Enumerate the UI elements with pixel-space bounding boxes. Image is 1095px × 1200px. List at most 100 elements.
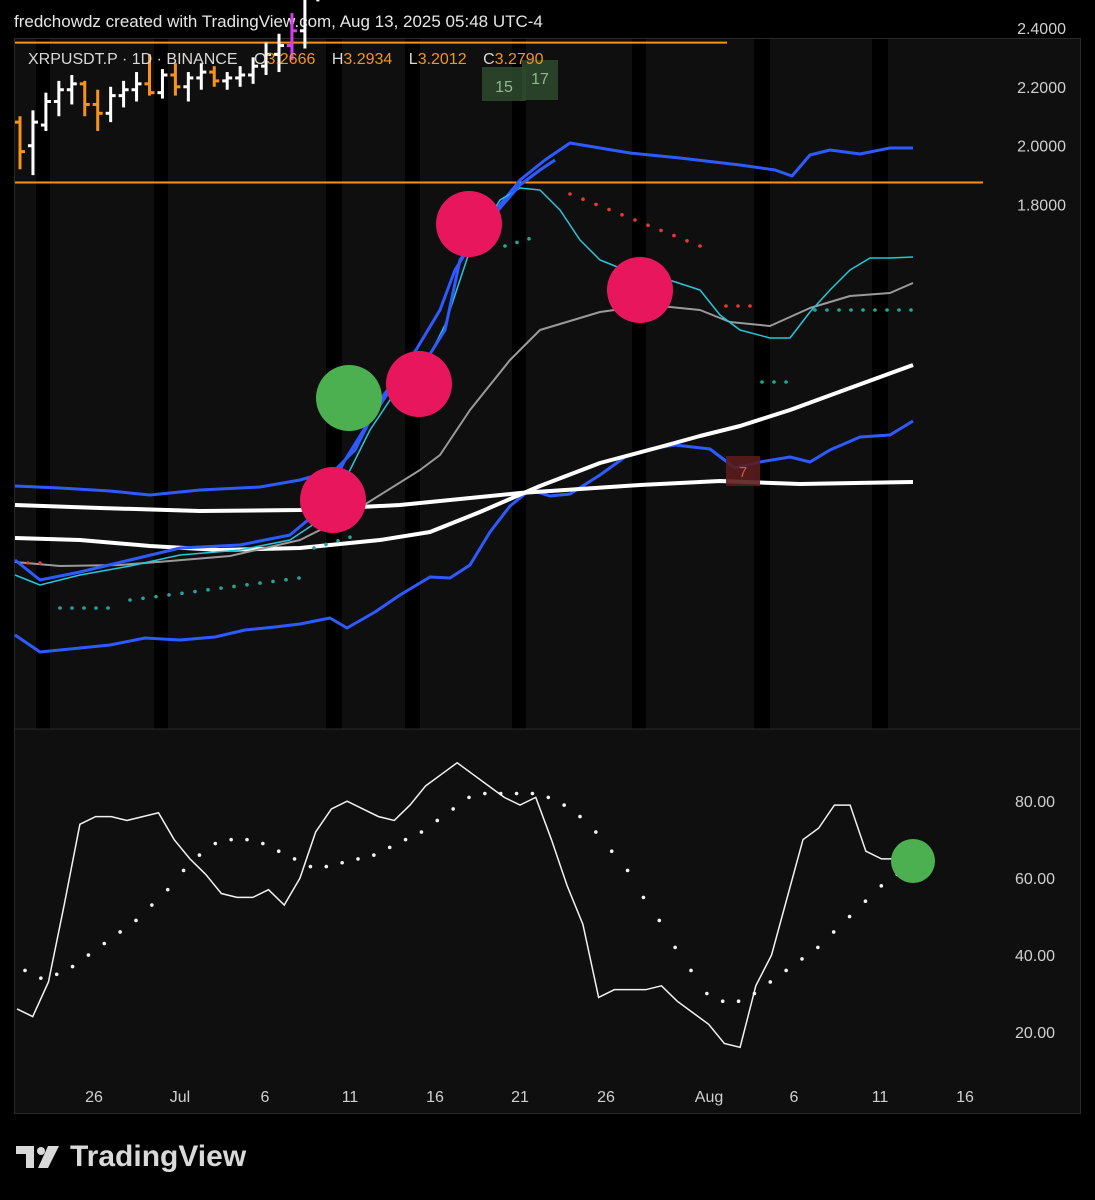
trailing-stop-dot [607,207,611,212]
price-bar [209,66,220,87]
rsi-signal-dot [165,887,170,892]
trailing-stop-dot [825,308,829,312]
chart-frame[interactable] [14,38,1081,1114]
rsi-signal-dot [768,980,773,984]
rsi-signal-dot [641,895,646,900]
rsi-signal-dot [387,845,392,850]
bollinger-upper [14,141,913,497]
rsi-signal-dot [784,968,788,973]
price-bar [316,0,320,2]
ema-fast [14,187,914,586]
trailing-stop-dot [38,561,42,565]
symbol-legend: XRPUSDT.P · 1D · BINANCE O3.2666 H3.2934… [28,51,544,69]
rsi-signal-dot [594,830,598,834]
trailing-stop-dot [180,591,184,596]
rsi-signal-dot [23,968,27,973]
rsi-signal-dot [705,991,709,996]
rsi-signal-dot [403,837,408,842]
rsi-signal-dot [261,841,265,846]
trailing-stop-dot [672,233,676,238]
trailing-stop-dot [873,308,877,312]
trailing-stop-dot [837,308,841,312]
buy-signal-circle [891,839,935,883]
open-label: O [253,51,267,68]
trailing-stop-dot [698,244,702,248]
marker-7: 7 [739,464,747,481]
rsi-signal-dot [308,864,313,869]
time-tick-label: 26 [85,1089,103,1106]
trailing-stop-dot [106,606,110,610]
trailing-stop-dot [515,240,519,245]
trailing-stop-dot [897,308,901,312]
rsi-signal-dot [419,830,424,834]
buy-marker-box [482,67,526,101]
rsi-signal-dot [372,853,376,857]
low-label: L [408,51,418,68]
rsi-line [16,761,914,1049]
session-band [872,39,888,729]
trailing-stop-dot [154,594,158,599]
trailing-stop-dot [633,218,637,222]
trailing-stop-dot [258,581,262,585]
trailing-stop-dot [94,606,98,610]
sell-marker-box [726,456,760,486]
time-tick-label: 21 [511,1089,529,1106]
rsi-signal-dot [657,918,662,923]
price-bar [222,72,233,90]
trailing-stop-dot [128,598,132,602]
price-bar [183,72,194,102]
sell-signal-circle [607,257,673,323]
price-bar [235,66,246,87]
price-bar [299,0,307,49]
session-band [754,39,770,729]
price-bar [144,54,155,96]
oscillator-tick-label: 80.00 [1015,794,1055,811]
rsi-signal-dot [451,807,455,811]
buy-marker-box [522,60,558,100]
trailing-stop-dot [646,223,650,227]
trailing-stop-dot [26,561,30,565]
trailing-stop-dot [219,586,223,590]
trailing-stop-dot [245,582,249,587]
rsi-signal-dot [70,964,75,969]
time-tick-label: 6 [261,1089,270,1106]
trailing-stop-dot [760,380,764,384]
trailing-stop-dot [527,237,531,241]
sma-20 [14,282,914,567]
trailing-stop-dot [58,606,62,610]
price-bar [15,116,25,170]
trailing-stop-dot [336,539,340,543]
brand-name: TradingView [70,1140,247,1173]
rsi-signal-dot [800,957,804,961]
trailing-stop-dot [70,606,74,610]
sell-signal-circle [300,467,366,533]
trailing-stop-dot [82,606,86,610]
time-tick-label: 26 [597,1089,615,1106]
rsi-signal-dot [863,899,868,904]
time-tick-label: 11 [872,1089,889,1106]
rsi-signal-dot [514,791,519,796]
rsi-signal-dot [752,991,757,996]
close-value: 3.2790 [494,51,544,68]
tradingview-logo[interactable]: TradingView [16,1140,246,1174]
low-value: 3.2012 [417,51,467,68]
session-band [632,39,646,729]
price-bar [92,89,103,131]
price-bar [261,42,272,75]
trailing-stop-dot [849,308,853,312]
price-tick-label: 2.0000 [1017,139,1066,156]
price-bar [157,69,168,99]
price-bar [105,86,116,123]
price-bar [53,80,64,117]
rsi-signal-dot [340,860,344,865]
time-tick-label: 16 [956,1089,974,1106]
tradingview-icon [16,1146,59,1168]
price-bar [118,80,129,108]
rsi-signal-dot [213,841,218,846]
oscillator-tick-label: 60.00 [1015,871,1055,888]
high-label: H [331,51,344,68]
marker-17: 17 [531,71,549,88]
trailing-stop-dot [620,213,624,217]
oscillator-tick-label: 40.00 [1015,948,1055,965]
